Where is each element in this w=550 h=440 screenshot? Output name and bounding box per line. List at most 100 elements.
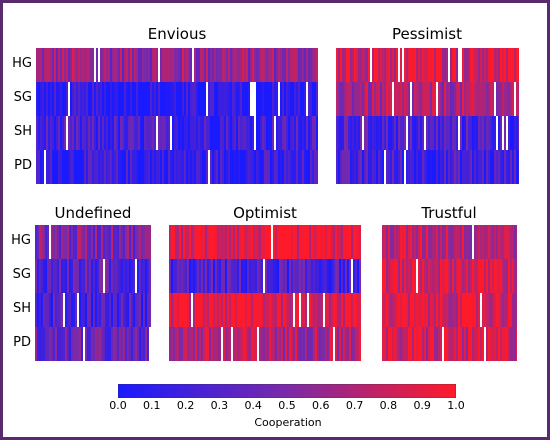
heatmap-cell [146,116,148,150]
heatmap-cell [207,225,209,259]
heatmap-cell [494,116,496,150]
heatmap-cell [241,327,243,361]
heatmap-cell [396,259,398,293]
heatmap-cell [424,82,426,116]
heatmap-cell [216,82,218,116]
heatmap-cell [350,82,352,116]
heatmap-cell [45,293,47,327]
heatmap-cell [476,82,478,116]
heatmap-cell [43,327,45,361]
heatmap-cell [488,82,490,116]
heatmap-cell [490,150,492,184]
heatmap-cell [406,225,408,259]
heatmap-cell [154,82,156,116]
heatmap-cell [242,116,244,150]
heatmap-cell [107,225,109,259]
heatmap-cell [120,116,122,150]
heatmap-cell [60,116,62,150]
heatmap-cell [476,48,478,82]
heatmap-cell [388,327,390,361]
heatmap-cell [275,225,277,259]
heatmap-cell [97,293,99,327]
heatmap-cell [396,116,398,150]
heatmap-cell [310,150,312,184]
heatmap-cell [146,150,148,184]
heatmap-cell [217,327,219,361]
heatmap-cell [333,259,335,293]
heatmap-cell [96,48,98,82]
heatmap-cell [295,293,297,327]
heatmap-cell [392,327,394,361]
heatmap-cell [142,150,144,184]
heatmap-cell [349,293,351,327]
heatmap-cell [434,48,436,82]
heatmap-cell [472,327,474,361]
heatmap-cell [410,259,412,293]
heatmap-cell [97,259,99,293]
heatmap-cell [351,259,353,293]
colorbar-tick-label: 1.0 [447,399,465,412]
heatmap-cell [426,48,428,82]
heatmap-cell [462,327,464,361]
heatmap-cell [438,48,440,82]
heatmap-cell [249,225,251,259]
heatmap-cell [378,116,380,150]
heatmap-cell [313,259,315,293]
colorbar-tick-label: 0.9 [413,399,431,412]
heatmap-cell [66,150,68,184]
heatmap-cell [470,150,472,184]
panel-title: Optimist [233,204,297,222]
heatmap-cell [504,327,506,361]
heatmap-cell [106,48,108,82]
heatmap-cell [199,293,201,327]
heatmap-cell [131,327,133,361]
heatmap-cell [53,225,55,259]
heatmap-cell [101,225,103,259]
heatmap-cell [181,327,183,361]
heatmap-cell [272,116,274,150]
heatmap-cell [514,293,516,327]
heatmap-cell [466,293,468,327]
heatmap-cell [44,48,46,82]
heatmap-cell [372,116,374,150]
heatmap-cell [440,259,442,293]
heatmap-cell [346,150,348,184]
heatmap-cell [254,82,256,116]
heatmap-cell [246,150,248,184]
heatmap-cell [53,293,55,327]
heatmap-cell [343,225,345,259]
heatmap-cell [298,150,300,184]
heatmap-cell [205,327,207,361]
heatmap-cell [91,225,93,259]
heatmap-cell [281,293,283,327]
heatmap-cell [150,48,152,82]
heatmap-cell [214,116,216,150]
heatmap-cell [244,116,246,150]
heatmap-cell [398,293,400,327]
heatmap-cell [506,48,508,82]
heatmap-cell [245,259,247,293]
heatmap-cell [510,116,512,150]
heatmap-cell [47,327,49,361]
heatmap-cell [342,48,344,82]
heatmap-cell [77,225,79,259]
heatmap-cell [400,293,402,327]
heatmap-cell [488,116,490,150]
heatmap-cell [478,225,480,259]
heatmap-cell [126,48,128,82]
heatmap-cell [482,150,484,184]
heatmap-cell [188,82,190,116]
heatmap-cell [79,327,81,361]
heatmap-cell [69,259,71,293]
heatmap-cell [193,225,195,259]
heatmap-cell [262,150,264,184]
heatmap-cell [316,150,318,184]
heatmap-cell [482,82,484,116]
heatmap-cell [223,259,225,293]
heatmap-cell [464,327,466,361]
heatmap-row [35,225,151,259]
heatmap-cell [113,293,115,327]
heatmap-cell [260,116,262,150]
heatmap-cell [420,259,422,293]
heatmap-cell [201,327,203,361]
